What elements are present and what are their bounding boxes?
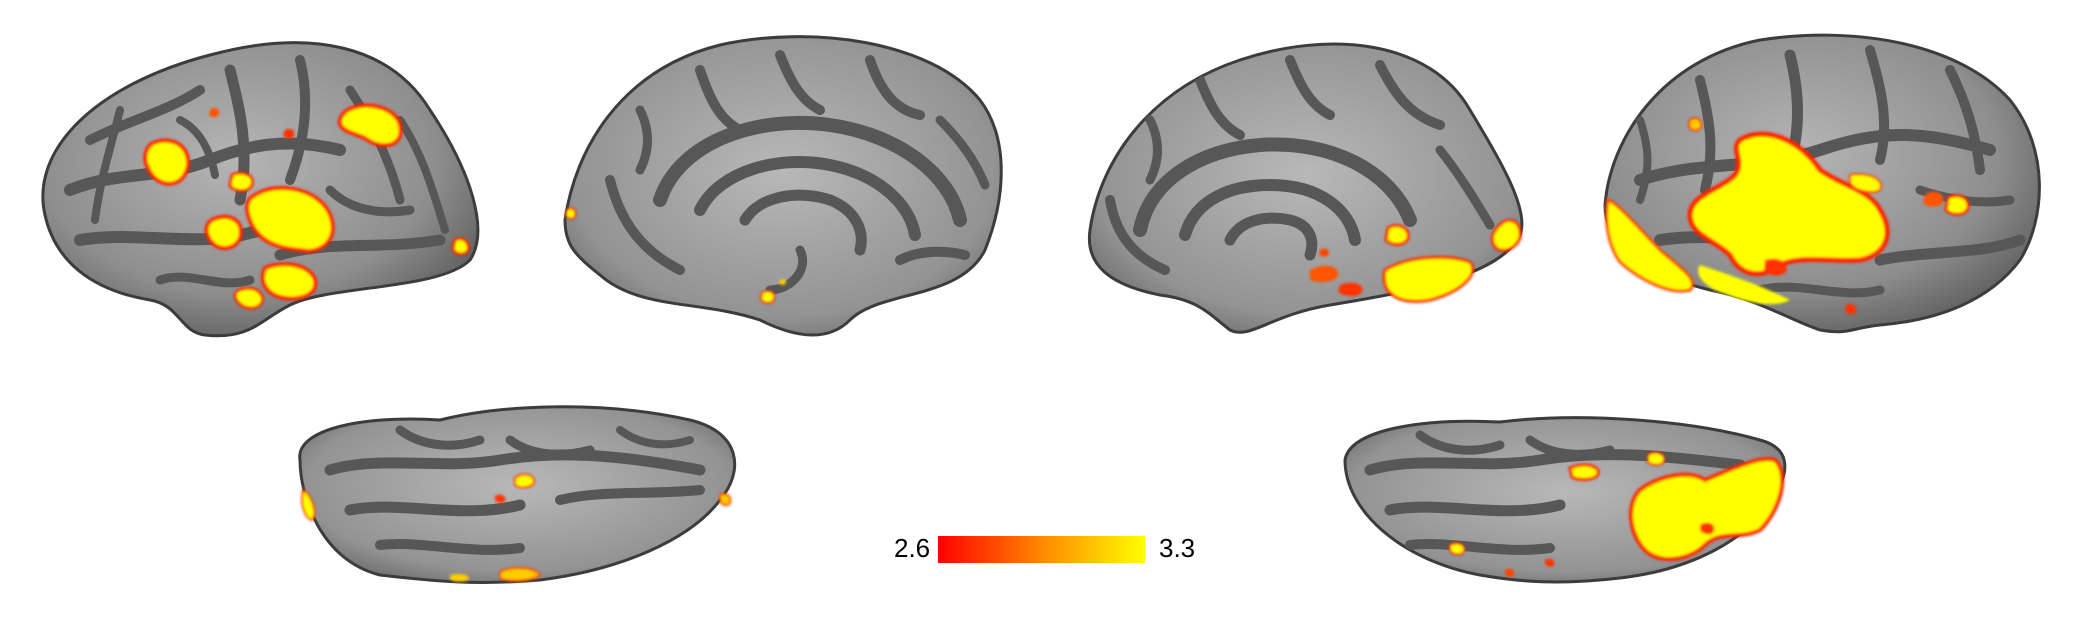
colorbar-min-label: 2.6 [894,533,931,563]
right-ventral-activation [1449,451,1785,577]
left-ventral-view [298,405,737,584]
right-lateral-activation [1605,117,1970,315]
left-ventral-activation [301,473,732,582]
right-medial-activation [1310,219,1522,303]
left-lateral-activation [143,103,470,310]
right-ventral-view [1343,416,1787,584]
colorbar-max-label: 3.3 [1159,533,1196,563]
right-lateral-view [1603,33,2041,334]
colorbar [938,536,1145,563]
left-medial-view [563,35,1003,337]
colorbar-gradient [938,536,1145,563]
left-medial-activation [564,207,787,304]
left-lateral-view [41,41,480,338]
right-medial-view [1087,42,1524,334]
